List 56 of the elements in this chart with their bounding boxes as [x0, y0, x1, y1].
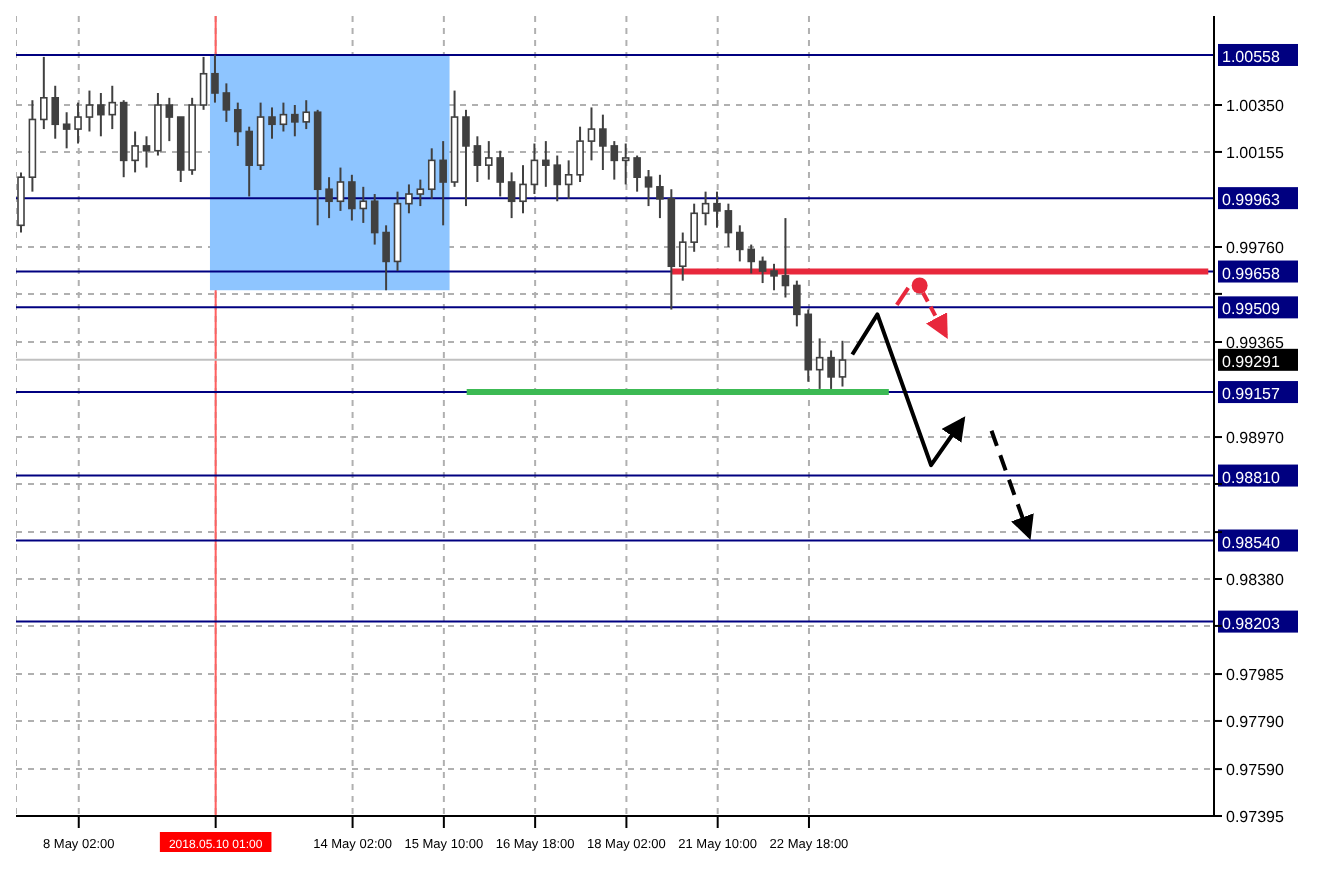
candlestick [211, 53, 219, 104]
candlestick [165, 96, 174, 143]
candlestick [781, 217, 790, 299]
y-tick-label: 0.98970 [1226, 428, 1285, 447]
y-tick-label: 1.00350 [1226, 96, 1285, 115]
candlestick [62, 111, 71, 150]
candlestick [564, 159, 573, 200]
ref-line-label: 0.99509 [1222, 300, 1281, 319]
candlestick [758, 255, 767, 285]
ref-line-label: 0.99157 [1222, 385, 1281, 404]
y-tick-label: 0.97395 [1226, 807, 1285, 826]
candlestick [827, 349, 835, 390]
candlestick [370, 193, 379, 246]
candlestick [701, 190, 710, 227]
y-tick-label: 0.99760 [1226, 238, 1285, 257]
candlestick [530, 142, 539, 196]
candlestick [507, 171, 516, 220]
candlestick [382, 224, 390, 292]
candlestick [74, 101, 82, 145]
candlestick [154, 91, 162, 157]
candlestick [519, 164, 527, 215]
y-tick-label: 0.98380 [1226, 570, 1285, 589]
candlestick [770, 262, 778, 292]
candlestick [336, 166, 345, 212]
candlestick [199, 55, 208, 111]
y-tick-label: 0.97790 [1226, 712, 1285, 731]
y-tick-label: 0.99365 [1226, 333, 1285, 352]
candlestick [644, 168, 653, 208]
candlestick [576, 125, 584, 184]
y-tick-label: 1.00155 [1226, 143, 1285, 162]
y-tick-label: 0.97985 [1226, 665, 1285, 684]
candlestick [724, 202, 733, 248]
ref-line-label: 0.98540 [1222, 533, 1281, 552]
candlestick [268, 106, 276, 140]
candlestick [142, 135, 151, 169]
candlestick [85, 89, 94, 133]
candlestick [222, 82, 231, 123]
candlestick [279, 101, 288, 133]
ref-line-label: 0.99658 [1222, 264, 1281, 283]
candlestick [462, 108, 470, 208]
candlestick [405, 183, 413, 215]
candlestick [416, 178, 425, 208]
candlestick [131, 130, 139, 174]
y-tick-label: 0.97590 [1226, 760, 1285, 779]
ref-line-label: 0.99963 [1222, 191, 1281, 210]
candlestick [473, 135, 482, 184]
candlestick [656, 173, 664, 220]
candlestick [325, 176, 333, 220]
ref-line-label: 0.98810 [1222, 468, 1281, 487]
candlestick [713, 190, 721, 229]
ref-line-label: 0.99291 [1222, 352, 1281, 371]
candlestick [815, 337, 824, 390]
candlestick [838, 339, 847, 388]
ref-line-label: 1.00558 [1222, 47, 1281, 66]
ref-line-label: 0.98203 [1222, 614, 1281, 633]
candlestick [587, 106, 596, 162]
